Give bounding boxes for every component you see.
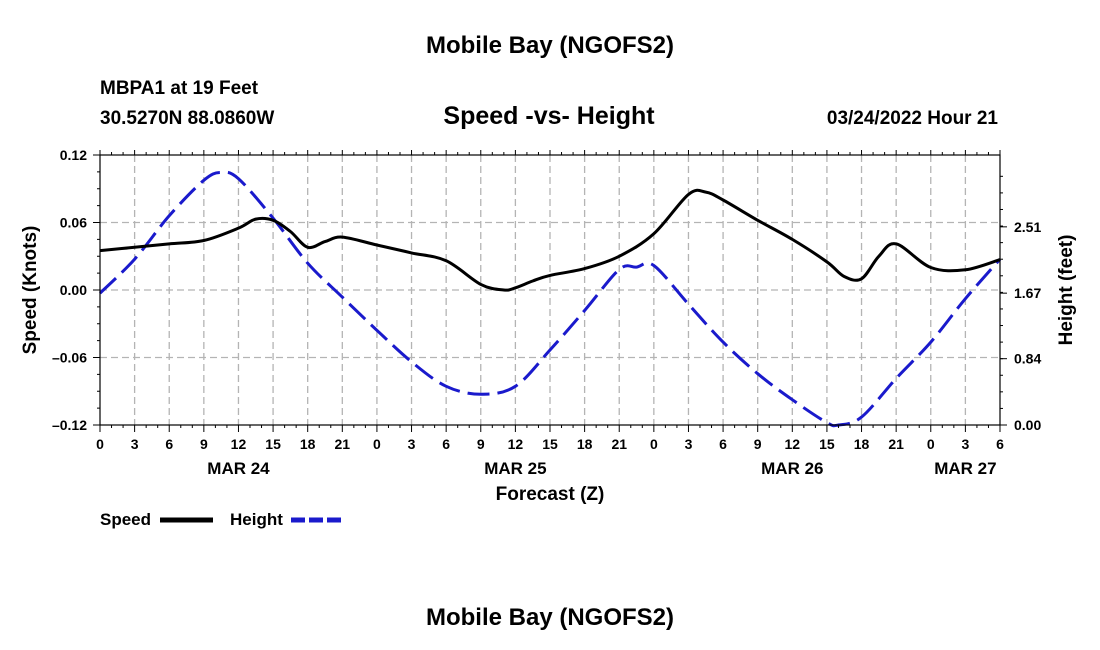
x-tick-label: 0: [373, 436, 381, 452]
x-tick-label: 0: [927, 436, 935, 452]
y2-axis-title: Height (feet): [1056, 235, 1077, 346]
x-tick-label: 6: [442, 436, 450, 452]
x-tick-label: 18: [854, 436, 870, 452]
axes: 0 3 6 9 12 15 18 21 0 3 6 9 12 15 18 21 0 3 6 9 12 15 18 21 0 3 6 –…: [52, 147, 1042, 478]
x-date-label: MAR 25: [484, 459, 546, 478]
x-tick-label: 0: [96, 436, 104, 452]
x-tick-label: 0: [650, 436, 658, 452]
y2-tick-label: 2.51: [1014, 219, 1041, 235]
x-tick-label: 15: [542, 436, 558, 452]
x-tick-label: 12: [785, 436, 801, 452]
y-tick-label: 0.12: [60, 147, 87, 163]
page-title-bottom: Mobile Bay (NGOFS2): [426, 604, 674, 631]
grid-lines: [100, 155, 1000, 425]
x-tick-label: 6: [165, 436, 173, 452]
x-date-label: MAR 26: [761, 459, 823, 478]
y2-tick-label: 0.00: [1014, 417, 1041, 433]
station-label: MBPA1 at 19 Feet: [100, 78, 259, 99]
y-tick-label: –0.12: [52, 417, 87, 433]
x-tick-label: 18: [300, 436, 316, 452]
y-tick-label: 0.06: [60, 215, 87, 231]
x-date-label: MAR 24: [207, 459, 270, 478]
y-tick-label: 0.00: [60, 282, 87, 298]
x-tick-label: 21: [335, 436, 351, 452]
x-tick-label: 3: [131, 436, 139, 452]
chart-title: Speed -vs- Height: [443, 102, 655, 130]
x-tick-label: 12: [508, 436, 524, 452]
x-tick-label: 15: [265, 436, 281, 452]
y2-tick-label: 0.84: [1014, 351, 1041, 367]
x-tick-label: 3: [408, 436, 416, 452]
y2-tick-label: 1.67: [1014, 285, 1041, 301]
legend-height-label: Height: [230, 510, 283, 529]
x-tick-label: 3: [685, 436, 693, 452]
x-date-label: MAR 27: [934, 459, 996, 478]
x-tick-label: 12: [231, 436, 247, 452]
speed-series-line: [99, 188, 1001, 292]
x-tick-label: 15: [819, 436, 835, 452]
coordinates-label: 30.5270N 88.0860W: [100, 108, 274, 129]
y-tick-label: –0.06: [52, 350, 87, 366]
legend: Speed Height: [100, 510, 343, 529]
x-tick-label: 9: [477, 436, 485, 452]
y-axis-title: Speed (Knots): [20, 226, 41, 355]
x-tick-label: 9: [754, 436, 762, 452]
x-tick-label: 9: [200, 436, 208, 452]
x-tick-label: 18: [577, 436, 593, 452]
x-tick-label: 21: [611, 436, 627, 452]
page-title-top: Mobile Bay (NGOFS2): [426, 32, 674, 59]
forecast-datetime: 03/24/2022 Hour 21: [827, 108, 999, 129]
x-tick-label: 3: [961, 436, 969, 452]
x-axis-title: Forecast (Z): [496, 484, 605, 505]
legend-speed-label: Speed: [100, 510, 151, 529]
x-tick-label: 6: [996, 436, 1004, 452]
x-tick-label: 21: [888, 436, 904, 452]
x-tick-label: 6: [719, 436, 727, 452]
